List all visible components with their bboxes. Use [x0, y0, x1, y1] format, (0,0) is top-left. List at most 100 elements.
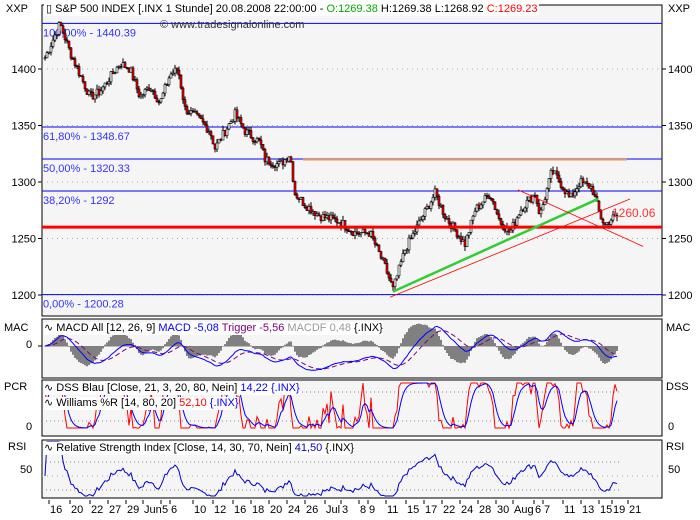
macdf-bar — [62, 335, 64, 347]
x-tick-label: 8 — [360, 504, 366, 516]
candle — [219, 138, 223, 141]
macdf-bar — [608, 346, 610, 362]
x-tick-label: Jul — [326, 504, 340, 516]
macdf-bar — [358, 342, 360, 347]
y-tick-label: 1200 — [12, 290, 36, 302]
macdf-bar — [112, 335, 114, 347]
candle — [73, 58, 77, 67]
macdf-bar — [464, 346, 466, 363]
candle — [153, 91, 157, 99]
x-tick-label: 22 — [443, 504, 455, 516]
candle — [251, 137, 255, 142]
candle — [581, 178, 585, 183]
macdf-bar — [118, 332, 120, 347]
candle — [105, 82, 109, 85]
candle — [235, 109, 239, 119]
macdf-bar — [432, 328, 434, 347]
macdf-bar — [108, 340, 110, 347]
macdf-bar — [98, 346, 100, 355]
macdf-bar — [296, 346, 298, 356]
candle — [159, 98, 163, 103]
candle — [343, 220, 347, 230]
candle — [515, 217, 519, 226]
macdf-bar — [78, 346, 80, 363]
macdf-bar — [548, 338, 550, 347]
candle — [291, 161, 295, 182]
x-tick-label: 26 — [306, 504, 318, 516]
macdf-bar — [208, 346, 210, 356]
x-tick-label: 18 — [252, 504, 264, 516]
macdf-bar — [450, 346, 452, 359]
macdf-bar — [614, 346, 616, 353]
macdf-bar — [226, 341, 228, 347]
macdf-bar — [282, 346, 284, 348]
macdf-bar — [494, 343, 496, 347]
main-left-label: XXP — [6, 3, 29, 15]
macdf-bar — [436, 331, 438, 347]
macdf-bar — [552, 333, 554, 347]
macdf-bar — [606, 346, 608, 363]
macdf-bar — [72, 346, 74, 355]
candle — [93, 94, 97, 100]
macdf-bar — [578, 346, 580, 352]
macdf-bar — [238, 332, 240, 347]
macdf-bar — [588, 346, 590, 349]
candle — [455, 229, 459, 238]
macdf-bar — [564, 346, 566, 351]
macdf-bar — [426, 325, 428, 347]
candle — [123, 62, 127, 68]
candle — [111, 71, 115, 75]
macd-legend[interactable]: ∿ MACD All [12, 26, 9] MACD -5,08 Trigge… — [44, 322, 383, 335]
candle — [615, 214, 619, 218]
macdf-bar — [96, 346, 98, 357]
williams-line — [44, 381, 618, 430]
macdf-bar — [224, 344, 226, 347]
macdf-bar — [216, 346, 218, 356]
candle — [101, 86, 105, 92]
macdf-bar — [218, 346, 220, 353]
y-tick-label: 1350 — [12, 121, 36, 133]
candle — [561, 187, 565, 191]
candle — [71, 57, 75, 60]
macdf-bar — [148, 346, 150, 352]
candle — [509, 229, 513, 233]
candle — [61, 25, 65, 34]
macdf-bar — [322, 345, 324, 347]
macdf-bar — [392, 346, 394, 359]
candle — [363, 228, 367, 233]
macdf-bar — [474, 341, 476, 347]
candle — [493, 201, 497, 210]
y-tick-label-right: 1200 — [668, 290, 692, 302]
rsi-legend[interactable]: ∿ Relative Strength Index [Close, 14, 30… — [44, 442, 355, 455]
macdf-bar — [244, 340, 246, 347]
candle — [163, 84, 167, 94]
candle — [169, 73, 173, 79]
williams-legend[interactable]: ∿ Williams %R [14, 80, 20] 52,10 {.INX} — [44, 397, 239, 410]
y-tick-label-right: 1400 — [668, 64, 692, 76]
macdf-bar — [424, 324, 426, 347]
candle — [611, 214, 615, 221]
wr-name: Williams %R [14, 80, 20] — [56, 397, 177, 409]
dss-legend[interactable]: ∿ DSS Blau [Close, 21, 3, 20, 80, Nein] … — [44, 382, 300, 395]
macdf-bar — [288, 341, 290, 347]
macdf-bar — [134, 345, 136, 347]
macd-zero-label: 0 — [26, 339, 33, 351]
macdf-bar — [306, 346, 308, 358]
candle — [167, 77, 171, 86]
macdf-bar — [590, 346, 592, 349]
macdf-bar — [54, 337, 56, 347]
candle — [201, 118, 205, 123]
macdf-bar — [462, 346, 464, 363]
macdf-bar — [248, 343, 250, 347]
candle — [125, 67, 129, 69]
candle — [157, 101, 161, 104]
chart-header: ▯ S&P 500 INDEX [.INX 1 Stunde] 20.08.20… — [44, 3, 540, 16]
x-tick-label: 24 — [461, 504, 473, 516]
candle — [191, 110, 195, 112]
macdf-bar — [316, 346, 318, 350]
candle — [69, 47, 73, 59]
macdf-value: MACDF 0,48 — [287, 322, 351, 334]
candle — [489, 197, 493, 200]
x-tick-label: 22 — [91, 504, 103, 516]
candle — [213, 143, 217, 150]
